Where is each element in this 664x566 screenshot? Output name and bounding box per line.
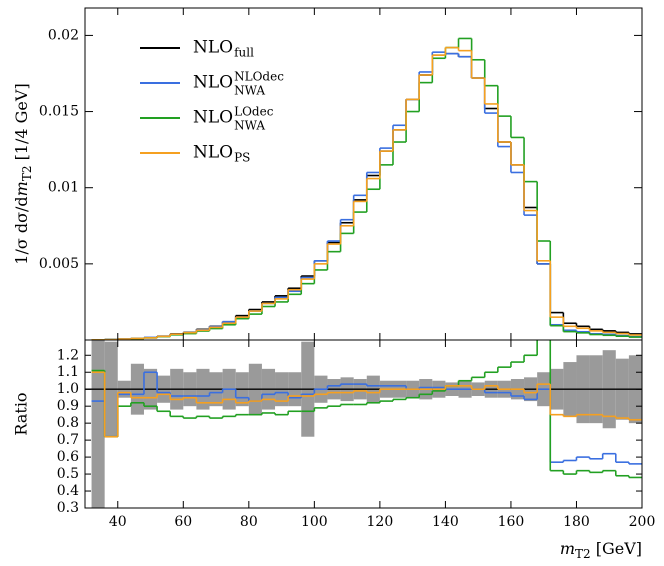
x-axis-label: mT2 [GeV] bbox=[560, 539, 642, 561]
y-axis-label-part: m bbox=[12, 181, 31, 196]
y-tick-label: 1.1 bbox=[57, 364, 79, 380]
x-axis-label-part: m bbox=[560, 539, 575, 558]
x-tick-label: 100 bbox=[301, 514, 328, 530]
x-tick-label: 140 bbox=[432, 514, 459, 530]
y-tick-label: 0.3 bbox=[57, 500, 79, 516]
ratio-plot bbox=[85, 340, 642, 508]
x-tick-label: 40 bbox=[109, 514, 127, 530]
y-tick-label: 0.4 bbox=[57, 483, 79, 499]
x-axis-label-part: T2 bbox=[575, 547, 591, 561]
legend-sup: NLOdec bbox=[234, 70, 284, 84]
y-tick-label: 0.015 bbox=[39, 104, 79, 120]
axes: 40 60 80 100 120 140 160 180 200 0.005 0.01 0.015 0.… bbox=[12, 7, 656, 561]
y-tick-label: 0.5 bbox=[57, 466, 79, 482]
legend-sub: NWA bbox=[234, 84, 265, 98]
x-tick-label: 60 bbox=[174, 514, 192, 530]
y-axis-label-part: [1/4 GeV] bbox=[12, 83, 31, 165]
y-tick-label: 0.6 bbox=[57, 449, 79, 465]
uncertainty-band bbox=[91, 340, 105, 508]
top-plot bbox=[91, 37, 642, 340]
legend-label: NLO bbox=[193, 143, 233, 163]
plot-frame bbox=[84, 7, 643, 341]
y-axis-label-part: T2 bbox=[20, 166, 34, 182]
y-tick-label: 0.02 bbox=[48, 27, 79, 43]
y-tick-label: 1.0 bbox=[57, 381, 79, 397]
y-tick-label: 0.01 bbox=[48, 180, 79, 196]
x-tick-label: 80 bbox=[240, 514, 258, 530]
x-tick-label: 160 bbox=[498, 514, 525, 530]
legend-label: NLO bbox=[193, 108, 233, 128]
x-tick-label: 120 bbox=[367, 514, 394, 530]
x-axis-label-part: [GeV] bbox=[591, 539, 642, 558]
legend-sub: NWA bbox=[234, 119, 265, 133]
y-tick-label: 0.7 bbox=[57, 432, 79, 448]
y-axis-label-part: 1/σ dσ/d bbox=[12, 196, 31, 264]
x-tick-label: 200 bbox=[629, 514, 656, 530]
legend-sub: PS bbox=[234, 151, 250, 165]
x-tick-label: 180 bbox=[563, 514, 590, 530]
y-tick-label: 0.005 bbox=[39, 256, 79, 272]
y-tick-label: 0.9 bbox=[57, 398, 79, 414]
y-tick-label: 1.2 bbox=[57, 347, 79, 363]
y-axis-label: Ratio bbox=[12, 392, 31, 435]
legend-sup: LOdec bbox=[234, 105, 274, 119]
plot-frame bbox=[84, 339, 643, 509]
legend-label: NLO bbox=[193, 73, 233, 93]
y-tick-label: 0.8 bbox=[57, 415, 79, 431]
legend-label: NLO bbox=[193, 38, 233, 58]
y-axis-label: 1/σ dσ/dmT2 [1/4 GeV] bbox=[12, 83, 34, 264]
legend-sub: full bbox=[234, 46, 254, 60]
